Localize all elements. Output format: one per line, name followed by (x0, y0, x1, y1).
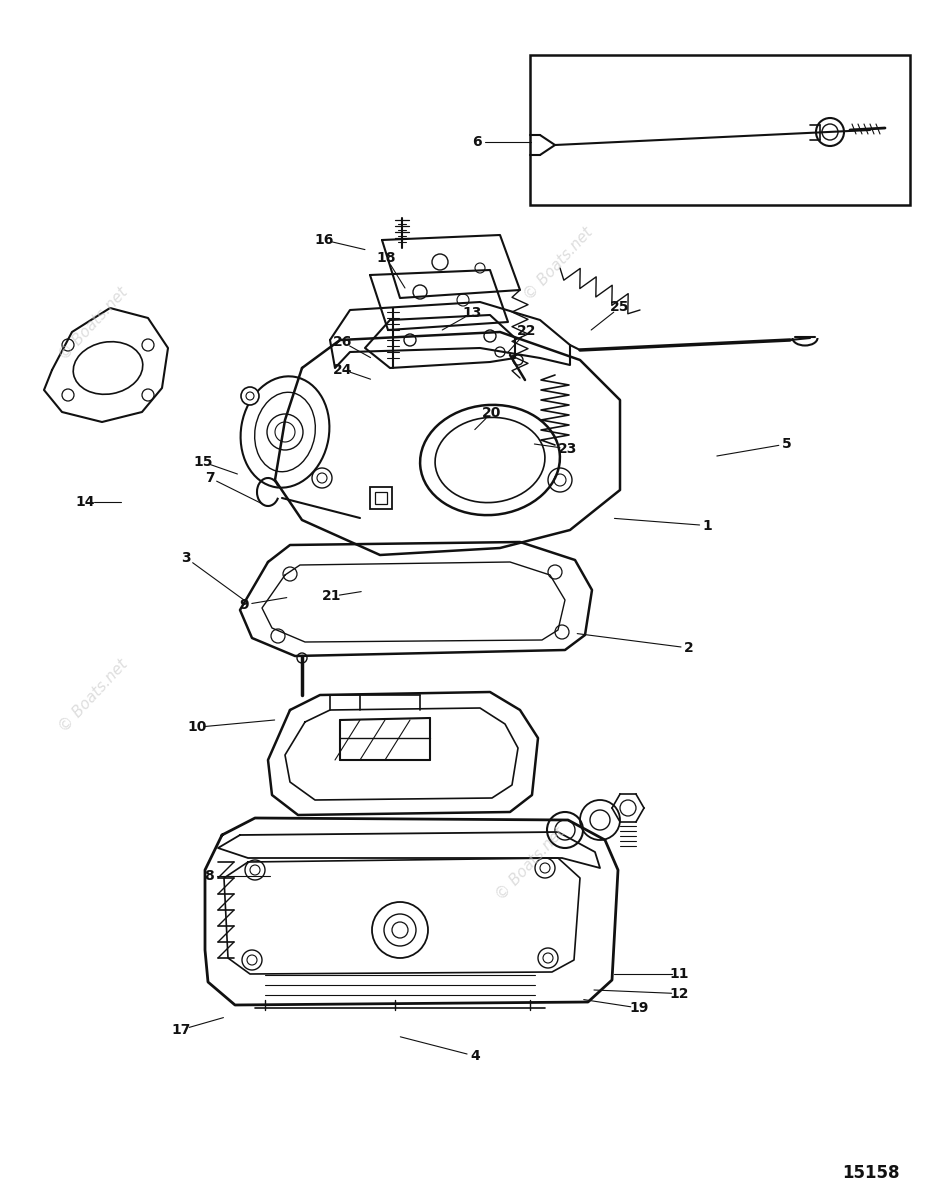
Text: 10: 10 (188, 720, 207, 734)
Text: © Boats.net: © Boats.net (521, 224, 596, 304)
Circle shape (297, 653, 307, 662)
Circle shape (241, 386, 259, 404)
Text: 14: 14 (76, 494, 95, 509)
Circle shape (580, 800, 620, 840)
Text: 4: 4 (470, 1049, 479, 1063)
Text: 7: 7 (205, 470, 214, 485)
Text: 8: 8 (205, 869, 214, 883)
Text: 13: 13 (463, 306, 481, 320)
Text: 16: 16 (315, 233, 333, 247)
Text: 25: 25 (611, 300, 629, 314)
Polygon shape (44, 308, 168, 422)
Text: © Boats.net: © Boats.net (56, 284, 130, 364)
Text: 15158: 15158 (843, 1164, 900, 1182)
Text: 11: 11 (670, 967, 689, 982)
Text: 5: 5 (782, 437, 791, 451)
Bar (375, 492, 387, 504)
Circle shape (413, 284, 427, 299)
Text: © Boats.net: © Boats.net (493, 824, 568, 904)
Text: 9: 9 (239, 598, 249, 612)
Text: 21: 21 (322, 589, 341, 604)
Polygon shape (370, 270, 508, 330)
Text: 12: 12 (670, 986, 689, 1001)
Polygon shape (275, 332, 620, 554)
Polygon shape (365, 314, 515, 368)
Text: 18: 18 (377, 251, 396, 265)
Polygon shape (382, 235, 520, 298)
Text: 15: 15 (194, 455, 212, 469)
Circle shape (457, 294, 469, 306)
Ellipse shape (240, 377, 330, 487)
Text: 3: 3 (182, 551, 191, 565)
Ellipse shape (420, 404, 560, 515)
Text: 22: 22 (518, 324, 536, 338)
Bar (370, 487, 392, 509)
Text: © Boats.net: © Boats.net (56, 656, 130, 736)
Text: 2: 2 (684, 641, 694, 655)
Text: 20: 20 (482, 406, 501, 420)
Circle shape (432, 254, 448, 270)
Text: 1: 1 (703, 518, 712, 533)
Text: 17: 17 (172, 1022, 191, 1037)
Text: 6: 6 (472, 134, 481, 149)
Text: 26: 26 (333, 335, 352, 349)
Text: 23: 23 (559, 442, 577, 456)
Bar (530, 55, 910, 205)
Polygon shape (205, 818, 618, 1006)
Polygon shape (330, 302, 570, 368)
Circle shape (392, 922, 408, 938)
Text: 24: 24 (333, 362, 352, 377)
Circle shape (475, 263, 485, 272)
Polygon shape (268, 692, 538, 815)
Polygon shape (240, 542, 592, 656)
Text: 19: 19 (629, 1001, 648, 1015)
